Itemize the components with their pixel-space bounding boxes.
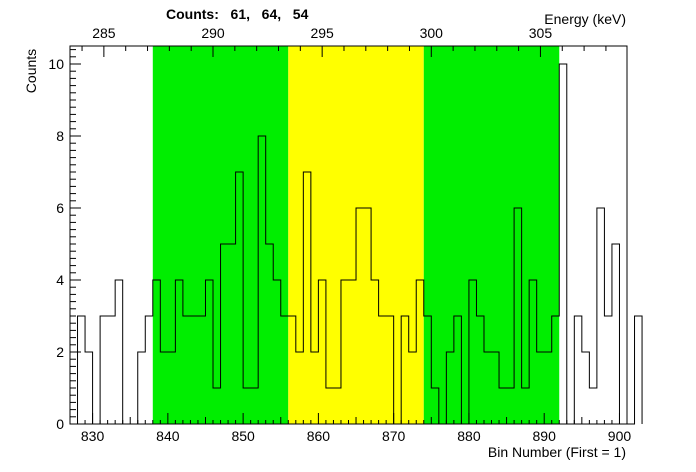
axis-ticks [69,46,628,425]
y-tick-label: 8 [56,128,64,144]
top-tick-label: 305 [529,25,553,41]
x-tick-label: 860 [307,428,331,444]
y-tick-label: 2 [56,344,64,360]
y-axis-label: Counts [23,49,39,93]
x-tick-label: 830 [81,428,105,444]
top-tick-label: 300 [420,25,444,41]
chart-title: Counts: 61, 64, 54 [166,6,309,22]
region-2 [423,46,560,424]
x-tick-label: 880 [457,428,481,444]
y-tick-label: 10 [48,56,64,72]
x-tick-label: 900 [608,428,632,444]
top-tick-label: 285 [92,25,116,41]
y-tick-label: 4 [56,272,64,288]
top-tick-label: 295 [310,25,334,41]
top-tick-label: 290 [201,25,225,41]
y-tick-label: 6 [56,200,64,216]
x-tick-label: 840 [156,428,180,444]
axis-tick-labels: 830 840 850 860 870 880 890 900 0 2 4 6 8 10 285 290 295… [48,25,631,444]
x-axis-label: Bin Number (First = 1) [488,444,626,460]
x-tick-label: 850 [231,428,255,444]
x-tick-label: 870 [382,428,406,444]
top-axis-label: Energy (keV) [544,11,626,27]
y-tick-label: 0 [56,416,64,432]
x-tick-label: 890 [533,428,557,444]
histogram-series-line [70,63,643,425]
